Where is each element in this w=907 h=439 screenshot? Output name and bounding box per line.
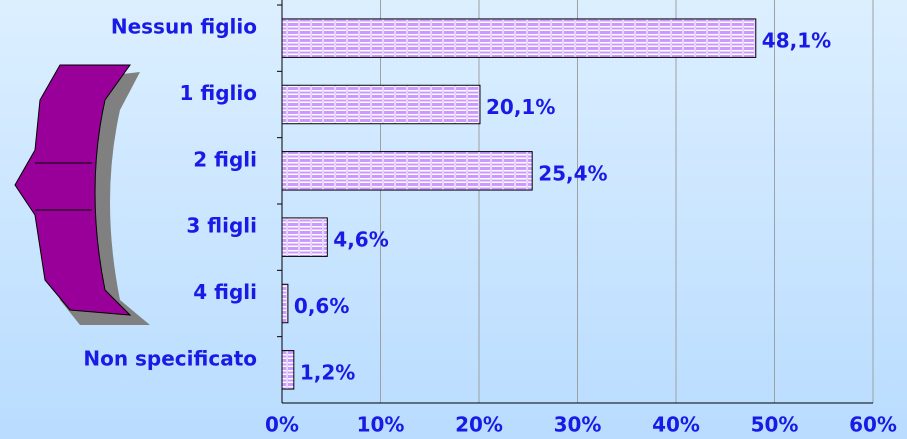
y-tick-label: 1 figlio — [180, 81, 257, 105]
bar — [281, 18, 757, 58]
decorative-arrow — [14, 64, 150, 325]
value-label: 25,4% — [538, 161, 607, 185]
y-tick-label: Non specificato — [83, 346, 257, 370]
value-label: 4,6% — [333, 228, 388, 252]
x-tick-label: 30% — [554, 413, 602, 437]
bar — [281, 217, 328, 257]
x-tick-label: 40% — [652, 413, 700, 437]
bar — [281, 283, 289, 324]
x-tick-label: 10% — [357, 413, 405, 437]
bar — [281, 350, 295, 390]
x-tick-label: 50% — [751, 413, 799, 437]
value-label: 1,2% — [300, 360, 355, 384]
value-label: 20,1% — [486, 95, 555, 119]
y-tick-label: 2 figli — [193, 147, 257, 171]
y-tick-label: 3 fligli — [186, 214, 257, 238]
y-tick-label: 4 figli — [193, 280, 257, 304]
bar — [281, 84, 481, 125]
x-tick-label: 0% — [265, 413, 299, 437]
bar — [281, 151, 533, 191]
x-tick-label: 60% — [849, 413, 897, 437]
value-label: 48,1% — [762, 29, 831, 53]
x-tick-label: 20% — [455, 413, 503, 437]
value-label: 0,6% — [294, 294, 349, 318]
y-tick-label: Nessun figlio — [111, 15, 257, 39]
